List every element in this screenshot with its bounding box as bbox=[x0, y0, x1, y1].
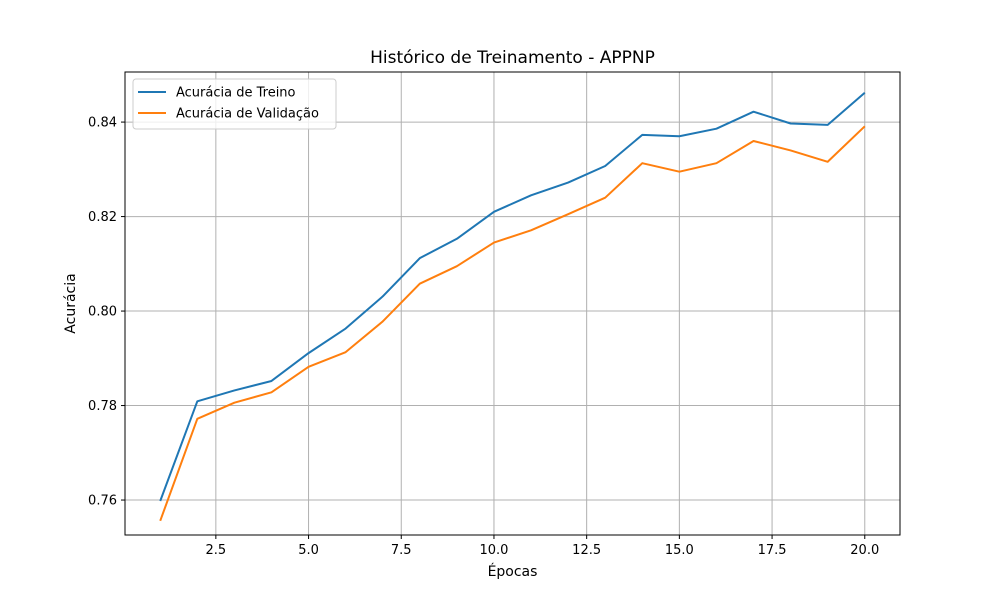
chart-title: Histórico de Treinamento - APPNP bbox=[370, 48, 655, 68]
x-tick-label: 10.0 bbox=[479, 543, 508, 558]
series-lines bbox=[159, 92, 866, 522]
y-tick-label: 0.78 bbox=[88, 399, 117, 414]
y-tick-label: 0.76 bbox=[88, 494, 117, 509]
x-tick-label: 7.5 bbox=[391, 543, 412, 558]
legend-box bbox=[132, 78, 337, 130]
y-axis-ticks: 0.76 0.78 0.80 0.82 0.84 bbox=[88, 116, 125, 509]
y-tick-label: 0.80 bbox=[88, 305, 117, 320]
y-tick-label: 0.82 bbox=[88, 210, 117, 225]
y-axis-label: Acurácia bbox=[63, 273, 79, 333]
x-tick-label: 5.0 bbox=[298, 543, 319, 558]
legend-label-train: Acurácia de Treino bbox=[176, 86, 296, 101]
plot-frame bbox=[124, 71, 901, 536]
series-line-validation bbox=[159, 125, 866, 522]
x-axis-label: Épocas bbox=[488, 563, 538, 580]
x-tick-label: 20.0 bbox=[850, 543, 879, 558]
x-tick-label: 2.5 bbox=[206, 543, 227, 558]
y-tick-label: 0.84 bbox=[88, 116, 117, 131]
series-line-train bbox=[159, 92, 866, 502]
x-tick-label: 15.0 bbox=[665, 543, 694, 558]
x-tick-label: 17.5 bbox=[758, 543, 787, 558]
x-axis-ticks: 2.5 5.0 7.5 10.0 12.5 15.0 17.5 20.0 bbox=[206, 535, 879, 558]
legend-label-validation: Acurácia de Validação bbox=[176, 107, 319, 122]
x-tick-label: 12.5 bbox=[572, 543, 601, 558]
legend: Acurácia de Treino Acurácia de Validação bbox=[132, 78, 337, 130]
